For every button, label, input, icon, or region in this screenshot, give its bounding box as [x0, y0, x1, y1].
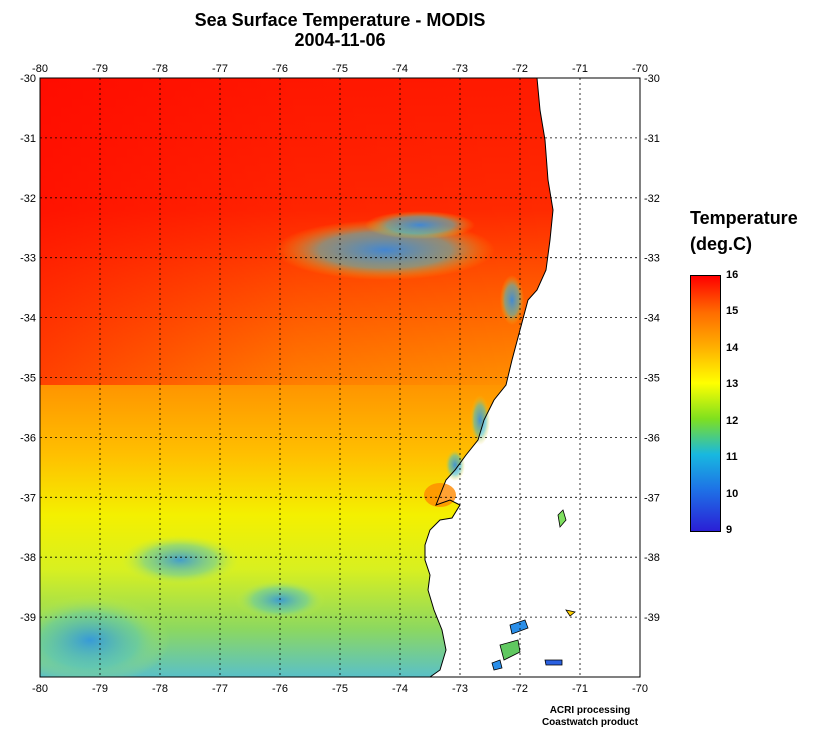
- lon-tick-bottom: -75: [332, 683, 348, 695]
- island-3: [499, 639, 521, 661]
- lon-tick-top: -77: [212, 63, 228, 75]
- lat-tick-left: -37: [20, 492, 36, 504]
- lon-tick-bottom: -71: [572, 683, 588, 695]
- colorbar-tick-label: 9: [726, 524, 733, 536]
- map-title: Sea Surface Temperature - MODIS: [194, 10, 486, 30]
- lat-tick-right: -30: [644, 73, 660, 85]
- lat-tick-right: -36: [644, 432, 660, 444]
- island-5: [565, 609, 576, 617]
- lon-tick-bottom: -80: [32, 683, 48, 695]
- lon-tick-top: -72: [512, 63, 528, 75]
- lat-tick-left: -36: [20, 432, 36, 444]
- legend-unit: (deg.C): [690, 234, 752, 254]
- lon-tick-bottom: -74: [392, 683, 408, 695]
- island-4: [544, 659, 563, 666]
- lon-tick-top: -78: [152, 63, 168, 75]
- lon-tick-bottom: -79: [92, 683, 108, 695]
- lon-tick-top: -71: [572, 63, 588, 75]
- island-6: [491, 659, 503, 671]
- lat-tick-left: -32: [20, 193, 36, 205]
- lat-tick-right: -34: [644, 313, 660, 325]
- lon-tick-top: -70: [632, 63, 648, 75]
- lat-tick-right: -31: [644, 133, 660, 145]
- lon-tick-top: -76: [272, 63, 288, 75]
- cool-filament-north: [365, 211, 475, 239]
- lon-tick-bottom: -78: [152, 683, 168, 695]
- lon-tick-bottom: -72: [512, 683, 528, 695]
- lat-tick-right: -38: [644, 552, 660, 564]
- lat-tick-left: -38: [20, 552, 36, 564]
- coastal-upwelling-1: [500, 275, 524, 325]
- lat-tick-left: -31: [20, 133, 36, 145]
- coastal-upwelling-2: [470, 395, 490, 445]
- lat-tick-left: -33: [20, 253, 36, 265]
- colorbar-tick-label: 16: [726, 269, 739, 281]
- lon-tick-top: -75: [332, 63, 348, 75]
- legend-title: Temperature: [690, 208, 798, 228]
- cool-southwest-2: [120, 535, 240, 585]
- lat-tick-right: -39: [644, 612, 660, 624]
- colorbar-tick-label: 12: [726, 414, 739, 427]
- coastal-upwelling-3: [445, 449, 465, 481]
- tick-labels: -80 -80 -79 -79 -78 -78 -77 -77 -76 -76 -75 -75 -74 -…: [20, 63, 660, 695]
- plot-frame: [39, 77, 641, 678]
- lat-tick-right: -37: [644, 492, 660, 504]
- coastline: [424, 78, 554, 677]
- island-2: [509, 619, 529, 635]
- map-date: 2004-11-06: [294, 30, 386, 50]
- colorbar-tick-label: 13: [726, 378, 739, 391]
- lon-tick-top: -80: [32, 63, 48, 75]
- island-1: [557, 509, 567, 528]
- lat-tick-right: -35: [644, 373, 660, 385]
- lon-tick-top: -79: [92, 63, 108, 75]
- credit-product: Coastwatch product: [541, 717, 639, 728]
- lon-tick-bottom: -76: [272, 683, 288, 695]
- colorbar-tick-label: 14: [726, 341, 739, 354]
- lon-tick-top: -74: [392, 63, 408, 75]
- lon-tick-top: -73: [452, 63, 468, 75]
- credit-processing: ACRI processing: [549, 705, 631, 716]
- colorbar-tick-label: 15: [726, 305, 739, 318]
- colorbar-tick-label: 10: [726, 487, 739, 500]
- lat-tick-left: -30: [20, 73, 36, 85]
- lat-tick-left: -35: [20, 373, 36, 385]
- lon-tick-bottom: -77: [212, 683, 228, 695]
- temperature-colorbar: [690, 275, 721, 532]
- lat-tick-left: -34: [20, 313, 36, 325]
- lat-tick-right: -32: [644, 193, 660, 205]
- graticule: [40, 78, 640, 677]
- lon-tick-bottom: -73: [452, 683, 468, 695]
- lat-tick-left: -39: [20, 612, 36, 624]
- colorbar-tick-label: 11: [726, 451, 738, 464]
- lat-tick-right: -33: [644, 253, 660, 265]
- warm-west-overlay: [40, 78, 553, 385]
- lon-tick-bottom: -70: [632, 683, 648, 695]
- cool-southwest: [40, 595, 170, 677]
